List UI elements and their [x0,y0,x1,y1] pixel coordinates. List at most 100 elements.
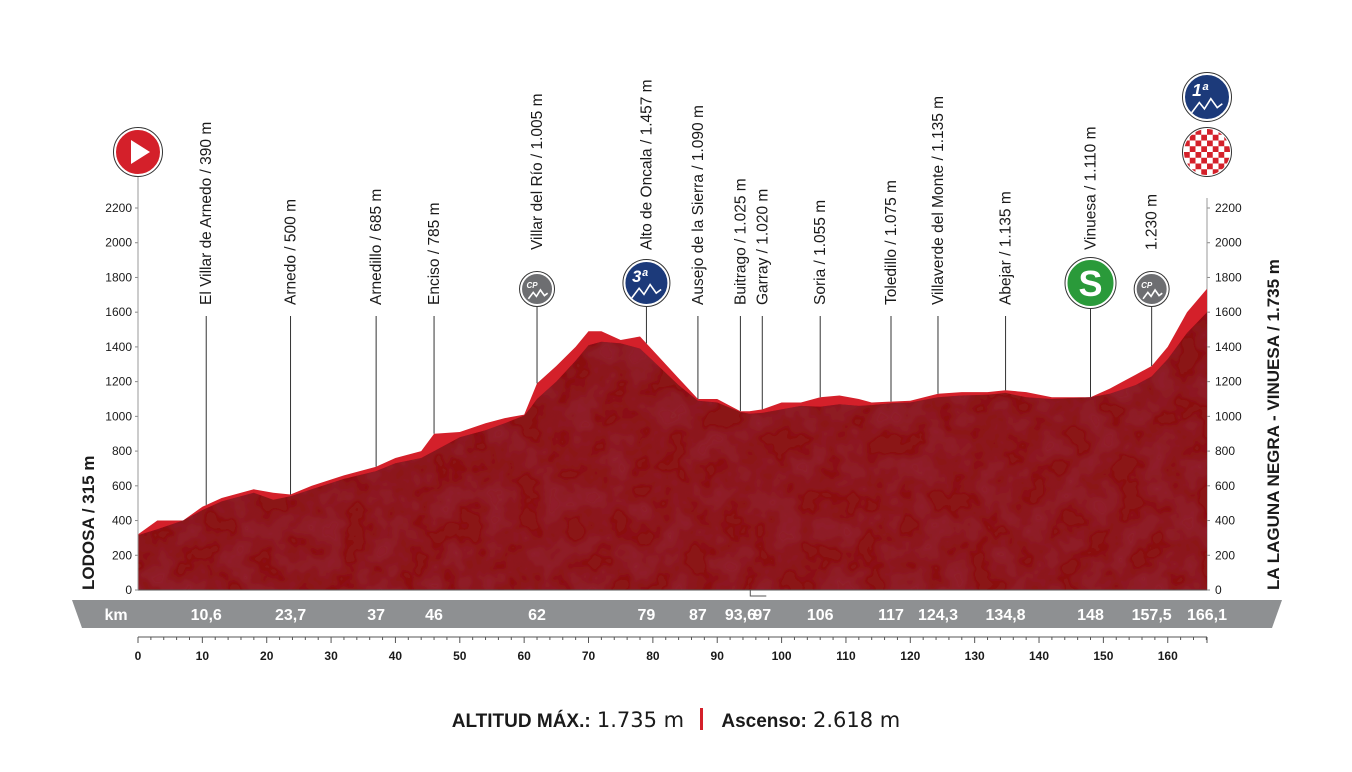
waypoint-label: Garray / 1.020 m [754,189,771,305]
y-tick-label-left: 0 [125,583,132,597]
y-tick-label-left: 200 [112,548,132,562]
checker-square [1195,129,1202,135]
checker-square [1184,129,1190,135]
max-altitude-label: ALTITUD MÁX.: [451,711,591,732]
x-tick-label: 90 [711,649,725,663]
km-bar: km 10,6 23,7 37 46 62 79 87 93,697 106 117 124,3 134… [72,590,1282,628]
x-tick-label: 100 [772,649,792,663]
mountain-glyph [1142,288,1163,300]
mountain-glyph [631,283,662,299]
summary-divider [700,708,704,730]
km-marker-label: 79 [638,607,656,624]
waypoint-label: Toledillo / 1.075 m [883,180,900,305]
y-tick-label-right: 1200 [1215,375,1242,389]
cat3-icon-text: 3ª [632,268,648,286]
km-axis: 0 10 20 30 40 50 60 70 80 90 100 110 120 130 140 150 160 [135,636,1208,663]
x-tick-label: 110 [836,649,856,663]
waypoint-label: Vinuesa / 1.110 m [1083,126,1100,250]
sprint-icon-disc [1065,258,1116,308]
km-bar-bg [72,600,1282,628]
checker-square [1184,140,1190,147]
waypoints: El Villar de Arnedo / 390 m Arnedo / 500 … [113,72,1232,590]
km-marker-label: 106 [807,607,834,624]
checker-square [1207,129,1213,135]
checker-square [1195,163,1202,170]
finish-flag-icon [1182,127,1232,177]
waypoint-label: Villar del Río / 1.005 m [529,93,546,250]
y-tick-label-right: 200 [1215,548,1235,562]
km-marker-label: 124,3 [918,607,958,624]
km-marker-label: 134,8 [986,607,1026,624]
waypoint-label: 1.230 m [1144,194,1161,250]
waypoint-label: Abejar / 1.135 m [998,191,1015,305]
waypoint-label: Arnedo / 500 m [283,199,300,305]
checker-square [1224,146,1230,152]
km-marker-label: 62 [528,607,546,624]
waypoint-label: El Villar de Arnedo / 390 m [198,122,215,305]
checker-square [1218,163,1225,170]
checker-square [1212,169,1219,175]
garray-notch [749,590,767,597]
mountain-glyph [527,288,549,300]
ascent-label: Ascenso: [721,711,807,732]
y-tick-label-right: 0 [1215,583,1222,597]
cp-icon: CP [1133,271,1170,307]
y-tick-label-left: 2000 [105,236,132,250]
checker-square [1201,157,1207,164]
y-tick-label-left: 800 [112,444,132,458]
cat1-icon: 1ª [1182,72,1232,122]
cat1-icon-ring [1182,72,1232,122]
max-altitude-value: 1.735 m [596,708,685,732]
waypoint-label: Arnedillo / 685 m [368,189,385,305]
y-tick-label-right: 1800 [1215,270,1242,284]
y-tick-label-right: 1000 [1215,409,1242,423]
x-tick-label: 40 [389,649,403,663]
km-marker-label: 10,6 [191,607,222,624]
waypoint-label: Soria / 1.055 m [812,200,829,305]
x-tick-label: 70 [582,649,596,663]
cp-icon: CP [519,271,556,307]
checker-square [1212,157,1219,164]
km-marker-label: 87 [689,607,707,624]
y-tick-label-right: 2200 [1215,201,1242,215]
cat3-icon-ring [622,259,671,307]
checker-square [1189,146,1196,152]
start-label: LODOSA / 315 m [79,456,98,590]
profile-area [138,312,1207,590]
checker-square [1201,169,1207,175]
checker-square [1195,152,1202,158]
altitude-axes: 0 0 200 200 400 400 600 600 800 800 1000 1000 1200 12… [105,198,1242,597]
checker-square [1218,152,1225,158]
y-tick-label-left: 600 [112,479,132,493]
sprint-icon: S [1064,257,1117,309]
mountain-glyph [1191,97,1223,114]
checker-square [1184,152,1190,158]
waypoint-label: Enciso / 785 m [426,202,443,305]
stage-summary: ALTITUD MÁX.: 1.735 m Ascenso: 2.618 m [0,707,1352,733]
y-tick-label-right: 1400 [1215,340,1242,354]
x-tick-label: 50 [453,649,467,663]
start-icon-ring [113,127,163,177]
km-marker-label: 93,6 [725,607,756,624]
sprint-icon-text: S [1079,263,1103,304]
y-tick-label-right: 600 [1215,479,1235,493]
checker-square [1201,146,1207,152]
cat1-icon-text: 1ª [1192,80,1209,100]
checker-square [1207,140,1213,147]
x-tick-label: 160 [1158,649,1178,663]
y-tick-label-left: 400 [112,514,132,528]
checker-pattern [1184,129,1230,175]
x-tick-label: 140 [1029,649,1049,663]
checker-square [1218,140,1225,147]
x-tick-label: 130 [965,649,985,663]
x-tick-label: 0 [135,649,142,663]
checker-square [1212,146,1219,152]
cp-icon-ring [519,271,556,307]
km-marker-label: 23,7 [275,607,306,624]
y-tick-label-right: 1600 [1215,305,1242,319]
cp-icon-text: CP [1141,281,1153,290]
y-tick-label-right: 400 [1215,514,1235,528]
checker-square [1224,157,1230,164]
